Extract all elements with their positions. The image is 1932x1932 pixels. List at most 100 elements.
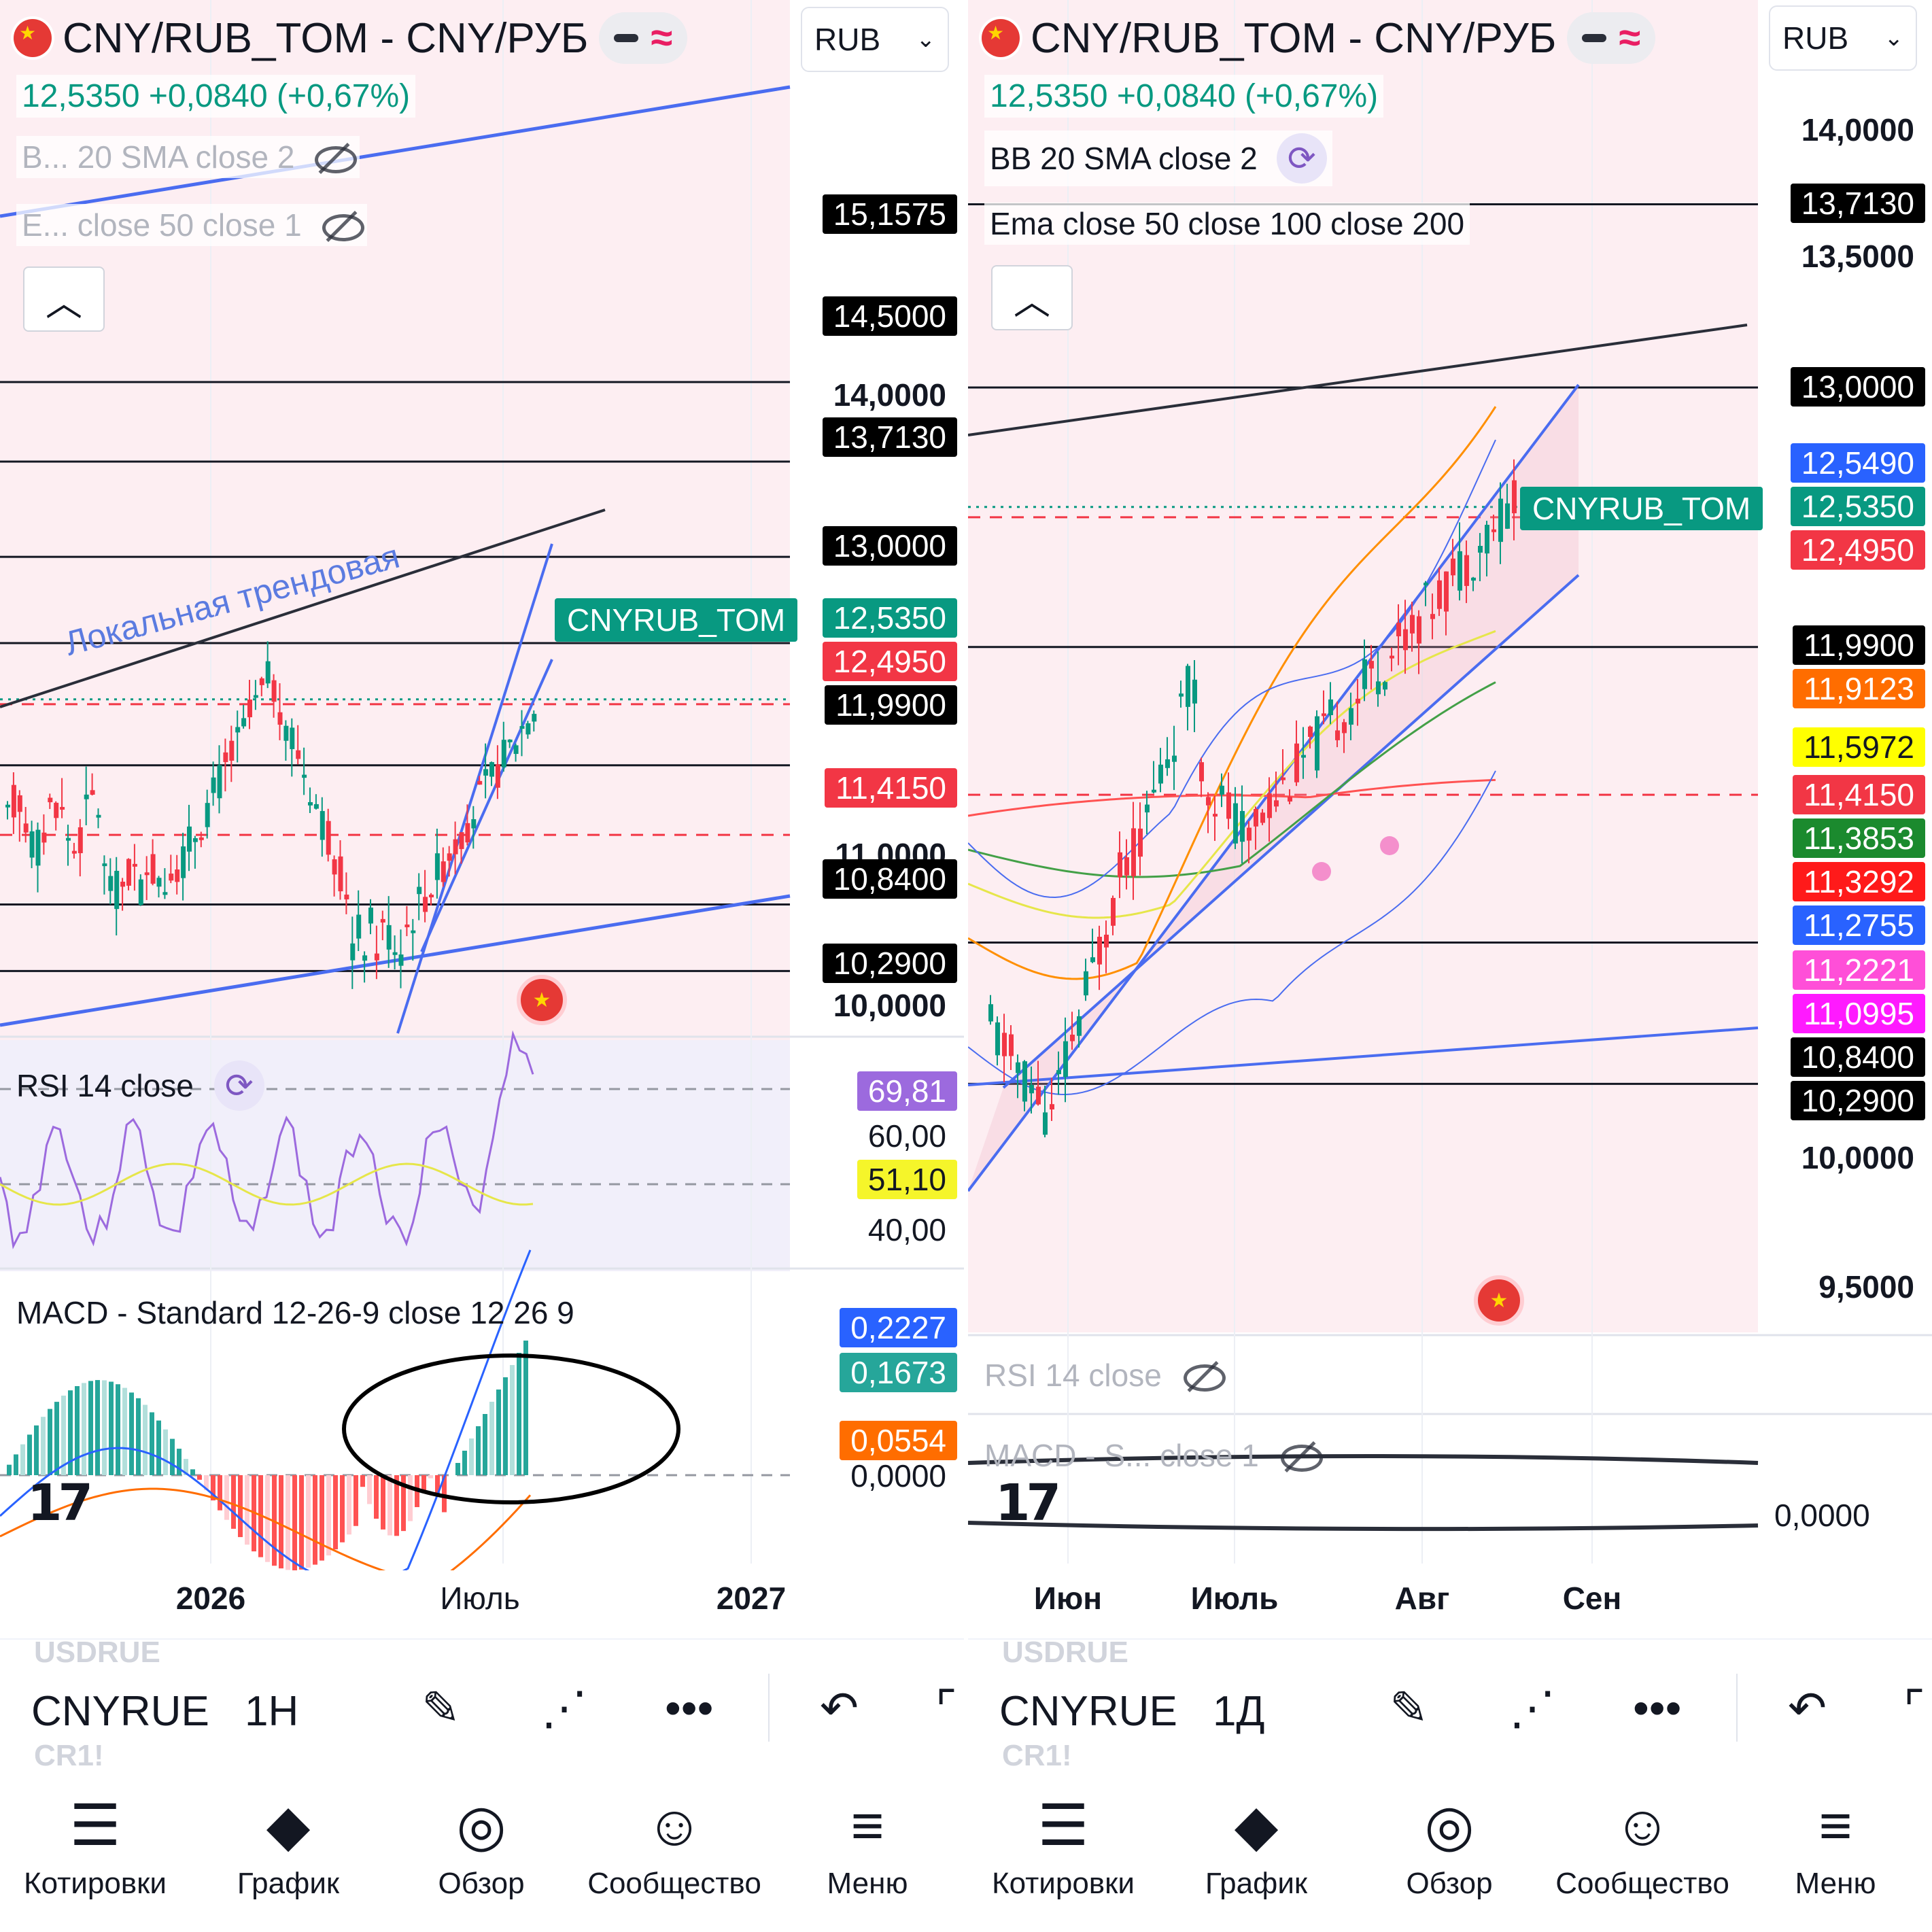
pen-icon[interactable]: ✎ [421,1683,460,1734]
macd-histogram-bar [347,1475,351,1535]
currency-select[interactable]: RUB ⌄ [801,7,949,72]
indicator-ema-row[interactable]: Ema close 50 close 100 close 200 [984,203,1470,245]
candle-body [1444,571,1449,612]
candle-body [217,765,222,799]
candle-body [447,853,452,861]
macd-histogram-bar [442,1475,447,1513]
price-label: 11,9123 [1793,669,1925,708]
more-icon[interactable]: ••• [1633,1683,1682,1734]
candle-body [320,811,325,840]
rsi-label: RSI 14 close [16,1068,194,1103]
indicator-bb-row[interactable]: B... 20 SMA close 2 [16,136,360,178]
sync-icon[interactable]: ⟳ [213,1060,264,1111]
symbol-selector[interactable]: CNYRUE [999,1688,1177,1735]
collapse-indicators-button[interactable]: ︿ [991,265,1073,330]
indicator-ema-row[interactable]: E... close 50 close 1 [16,204,367,246]
candle-body [1213,814,1218,817]
candle-body [1471,577,1476,581]
interval-selector[interactable]: 1H [245,1688,299,1735]
candle-body [1226,792,1231,819]
chart-panel-right: CNY/RUB_TOM - CNY/РУБ ≈ 12,5350 +0,0840 … [968,0,1932,1932]
price-scale-right[interactable]: 14,0000 13,7130 13,5000 13,0000 12,5490 12,53… [1742,0,1932,1564]
currency-select[interactable]: RUB ⌄ [1769,5,1917,71]
price-label: 12,5350 [822,598,957,638]
eye-off-icon[interactable] [1182,1360,1226,1392]
eye-off-icon[interactable] [321,210,364,241]
long-support-line [968,1027,1759,1086]
nav-quotes[interactable]: ☰ Котировки [0,1788,190,1901]
candle-body [35,829,41,866]
undo-icon[interactable]: ↶ [820,1683,859,1734]
candle-body [1022,1061,1027,1102]
time-axis-right[interactable]: Июн Июль Авг Сен [968,1570,1932,1632]
candle-body [296,750,301,759]
menu-icon: ≡ [1818,1793,1852,1857]
nav-quotes[interactable]: ☰ Котировки [968,1788,1158,1901]
price-label: 11,0995 [1793,994,1925,1033]
macd-pane-title[interactable]: MACD - Standard 12-26-9 close 12 26 9 [16,1294,574,1331]
time-axis-left[interactable]: 2026 Июль 2027 [0,1570,964,1632]
ghost-symbol-above: USDRUE [34,1636,160,1669]
collapse-indicators-button[interactable]: ︿ [23,266,105,332]
candle-body [1118,852,1122,878]
nav-menu[interactable]: ≡ Меню [1740,1788,1931,1901]
main-chart-left[interactable] [0,0,964,1570]
bottom-nav-right: ☰ Котировки ◆ График ◎ Обзор ☺ Сообщество ≡ М… [968,1774,1932,1932]
community-icon: ☺ [645,1793,704,1857]
minus-icon[interactable] [1582,34,1607,42]
ema-50-line [968,629,1496,919]
eye-off-icon[interactable] [313,142,358,173]
more-icon[interactable]: ••• [665,1683,714,1734]
chart-header-right: CNY/RUB_TOM - CNY/РУБ ≈ [982,12,1656,64]
china-flag-icon [14,19,52,57]
rsi-pane-title[interactable]: RSI 14 close [984,1357,1226,1394]
macd-pane-title[interactable]: MACD - S... close 1 [984,1437,1323,1474]
nav-menu[interactable]: ≡ Меню [772,1788,963,1901]
quotes-icon: ☰ [1037,1793,1089,1857]
toolbar-divider [1736,1674,1738,1742]
candle-body [192,838,198,842]
macd-histogram-bar [116,1384,120,1475]
symbol-title[interactable]: CNY/RUB_TOM - CNY/РУБ [63,14,589,62]
nav-chart[interactable]: ◆ График [193,1788,383,1901]
nav-community[interactable]: ☺ Сообщество [579,1788,770,1901]
price-label: 11,3292 [1793,862,1925,901]
events-badge[interactable]: ★ [1474,1275,1524,1326]
fullscreen-icon[interactable]: ⌜ [935,1683,957,1734]
macd-histogram-bar [170,1438,175,1475]
chart-type-pill[interactable]: ≈ [1567,12,1656,64]
rsi-label: 69,81 [857,1071,957,1111]
macd-histogram-bar [517,1353,521,1475]
nav-overview[interactable]: ◎ Обзор [1354,1788,1545,1901]
sync-icon[interactable]: ⟳ [1276,133,1327,184]
rsi-pane-title[interactable]: RSI 14 close ⟳ [16,1060,264,1111]
candle-body [29,831,35,858]
macd-histogram-bar [299,1475,304,1570]
minus-icon[interactable] [614,34,639,42]
compare-wave-icon[interactable]: ≈ [1619,16,1641,60]
candle-body [459,832,464,849]
interval-selector[interactable]: 1Д [1213,1688,1265,1735]
symbol-title[interactable]: CNY/RUB_TOM - CNY/РУБ [1031,14,1557,62]
fullscreen-icon[interactable]: ⌜ [1903,1683,1925,1734]
candle-body [108,876,114,891]
undo-icon[interactable]: ↶ [1788,1683,1827,1734]
eye-off-icon[interactable] [1279,1441,1323,1472]
bottom-nav-left: ☰ Котировки ◆ График ◎ Обзор ☺ Сообщество ≡ М… [0,1774,964,1932]
compare-wave-icon[interactable]: ≈ [651,16,673,60]
symbol-selector[interactable]: CNYRUE [31,1688,209,1735]
nav-chart[interactable]: ◆ График [1161,1788,1351,1901]
candle-body [1254,809,1258,827]
nav-community[interactable]: ☺ Сообщество [1547,1788,1738,1901]
pen-icon[interactable]: ✎ [1390,1683,1428,1734]
nav-overview[interactable]: ◎ Обзор [386,1788,576,1901]
indicator-bb-row[interactable]: BB 20 SMA close 2 ⟳ [984,131,1332,186]
candle-body [477,780,483,785]
rsi-label: 60,00 [867,1118,946,1154]
macd-histogram-bar [82,1383,86,1475]
price-scale-left[interactable]: 15,1575 14,5000 14,0000 13,7130 13,0000 12,53… [774,0,964,1564]
drawings-icon[interactable]: ⋰ [1509,1683,1555,1734]
events-badge[interactable]: ★ [517,975,567,1025]
chart-type-pill[interactable]: ≈ [599,12,688,64]
drawings-icon[interactable]: ⋰ [541,1683,587,1734]
